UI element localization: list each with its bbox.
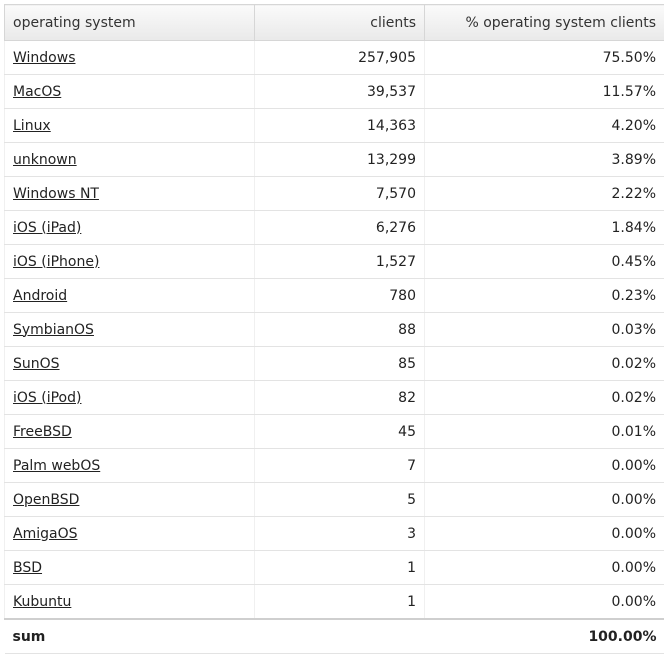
percent-cell: 4.20% [424, 108, 664, 143]
os-name-cell: MacOS [4, 74, 255, 109]
table-row: Linux 14,363 4.20% [4, 108, 664, 143]
clients-cell: 3 [254, 516, 425, 551]
table-row: SymbianOS 88 0.03% [4, 312, 664, 347]
percent-cell: 0.00% [424, 584, 664, 620]
percent-cell: 0.02% [424, 380, 664, 415]
sum-row: sum 100.00% [4, 618, 664, 654]
clients-cell: 45 [254, 414, 425, 449]
table-row: unknown 13,299 3.89% [4, 142, 664, 177]
os-link[interactable]: Windows NT [13, 185, 99, 202]
table-row: MacOS 39,537 11.57% [4, 74, 664, 109]
column-header-clients[interactable]: clients [254, 4, 425, 41]
os-link[interactable]: OpenBSD [13, 491, 80, 508]
os-name-cell: Android [4, 278, 255, 313]
os-name-cell: SymbianOS [4, 312, 255, 347]
os-link[interactable]: SunOS [13, 355, 60, 372]
percent-cell: 0.02% [424, 346, 664, 381]
os-name-cell: Linux [4, 108, 255, 143]
os-name-cell: FreeBSD [4, 414, 255, 449]
clients-cell: 13,299 [254, 142, 425, 177]
sum-clients [254, 618, 425, 654]
percent-cell: 0.00% [424, 550, 664, 585]
percent-cell: 0.03% [424, 312, 664, 347]
clients-cell: 257,905 [254, 40, 425, 75]
clients-cell: 780 [254, 278, 425, 313]
os-link[interactable]: AmigaOS [13, 525, 78, 542]
table-row: iOS (iPhone) 1,527 0.45% [4, 244, 664, 279]
os-link[interactable]: Android [13, 287, 68, 304]
percent-cell: 0.00% [424, 516, 664, 551]
clients-cell: 88 [254, 312, 425, 347]
table-row: Kubuntu 1 0.00% [4, 584, 664, 620]
os-name-cell: iOS (iPad) [4, 210, 255, 245]
os-name-cell: SunOS [4, 346, 255, 381]
clients-cell: 1,527 [254, 244, 425, 279]
os-name-cell: BSD [4, 550, 255, 585]
table-row: Android 780 0.23% [4, 278, 664, 313]
table-row: AmigaOS 3 0.00% [4, 516, 664, 551]
percent-cell: 11.57% [424, 74, 664, 109]
clients-cell: 6,276 [254, 210, 425, 245]
table-body: Windows 257,905 75.50% MacOS 39,537 11.57% Lin… [4, 40, 664, 620]
percent-cell: 1.84% [424, 210, 664, 245]
os-link[interactable]: SymbianOS [13, 321, 94, 338]
clients-cell: 14,363 [254, 108, 425, 143]
os-link[interactable]: unknown [13, 151, 77, 168]
table-row: SunOS 85 0.02% [4, 346, 664, 381]
table-row: Windows NT 7,570 2.22% [4, 176, 664, 211]
os-name-cell: iOS (iPhone) [4, 244, 255, 279]
table-header-row: operating system clients % operating sys… [4, 4, 664, 41]
os-link[interactable]: Linux [13, 117, 51, 134]
table-row: Windows 257,905 75.50% [4, 40, 664, 75]
os-link[interactable]: FreeBSD [13, 423, 72, 440]
column-header-percent[interactable]: % operating system clients [424, 4, 664, 41]
os-link[interactable]: Palm webOS [13, 457, 101, 474]
column-header-operating-system[interactable]: operating system [4, 4, 255, 41]
table-row: iOS (iPad) 6,276 1.84% [4, 210, 664, 245]
os-name-cell: iOS (iPod) [4, 380, 255, 415]
table-row: OpenBSD 5 0.00% [4, 482, 664, 517]
clients-cell: 1 [254, 550, 425, 585]
os-name-cell: AmigaOS [4, 516, 255, 551]
table-row: iOS (iPod) 82 0.02% [4, 380, 664, 415]
table-row: FreeBSD 45 0.01% [4, 414, 664, 449]
percent-cell: 0.23% [424, 278, 664, 313]
table-row: BSD 1 0.00% [4, 550, 664, 585]
os-stats-table: operating system clients % operating sys… [4, 4, 664, 654]
os-link[interactable]: iOS (iPad) [13, 219, 82, 236]
sum-percent: 100.00% [424, 618, 664, 654]
percent-cell: 0.00% [424, 482, 664, 517]
clients-cell: 82 [254, 380, 425, 415]
percent-cell: 2.22% [424, 176, 664, 211]
clients-cell: 7 [254, 448, 425, 483]
os-link[interactable]: BSD [13, 559, 43, 576]
clients-cell: 1 [254, 584, 425, 620]
os-link[interactable]: Windows [13, 49, 76, 66]
os-name-cell: OpenBSD [4, 482, 255, 517]
os-name-cell: Windows [4, 40, 255, 75]
percent-cell: 0.45% [424, 244, 664, 279]
percent-cell: 3.89% [424, 142, 664, 177]
os-name-cell: unknown [4, 142, 255, 177]
os-name-cell: Windows NT [4, 176, 255, 211]
os-name-cell: Palm webOS [4, 448, 255, 483]
clients-cell: 85 [254, 346, 425, 381]
percent-cell: 0.01% [424, 414, 664, 449]
percent-cell: 75.50% [424, 40, 664, 75]
clients-cell: 39,537 [254, 74, 425, 109]
clients-cell: 5 [254, 482, 425, 517]
os-name-cell: Kubuntu [4, 584, 255, 620]
os-link[interactable]: iOS (iPod) [13, 389, 82, 406]
table-row: Palm webOS 7 0.00% [4, 448, 664, 483]
clients-cell: 7,570 [254, 176, 425, 211]
os-link[interactable]: iOS (iPhone) [13, 253, 100, 270]
percent-cell: 0.00% [424, 448, 664, 483]
os-link[interactable]: Kubuntu [13, 593, 72, 610]
os-stats-table-container: operating system clients % operating sys… [4, 4, 664, 654]
sum-label: sum [4, 618, 255, 654]
os-link[interactable]: MacOS [13, 83, 62, 100]
